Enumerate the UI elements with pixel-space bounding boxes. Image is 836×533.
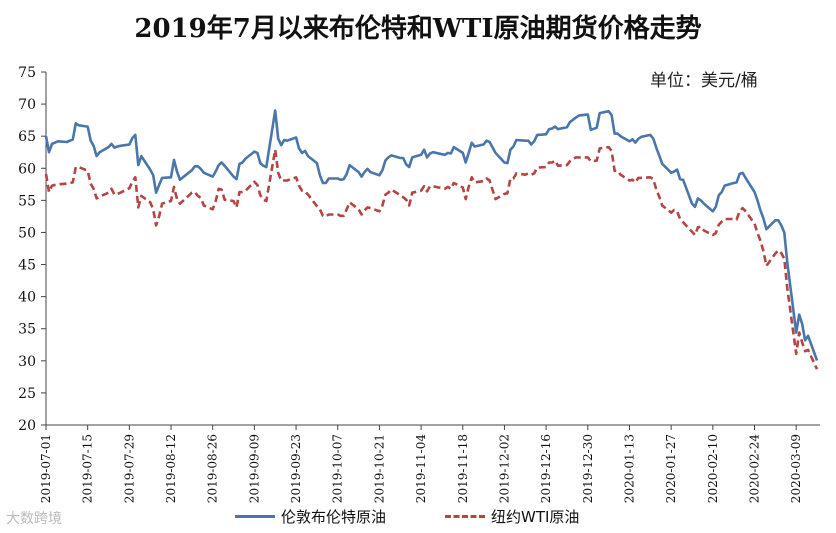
y-tick-label: 75	[18, 65, 36, 81]
x-tick-label: 2019-07-29	[122, 434, 136, 503]
y-tick-label: 25	[18, 386, 36, 402]
y-tick-label: 60	[18, 161, 36, 177]
y-tick-label: 50	[18, 225, 36, 241]
x-tick-label: 2019-12-02	[497, 434, 511, 503]
legend-item-wti: 纽约WTI原油	[445, 506, 579, 527]
x-tick-label: 2019-11-18	[456, 434, 470, 503]
series-line-wti	[44, 145, 819, 370]
x-tick-label: 2019-09-09	[247, 434, 261, 503]
y-tick-label: 70	[18, 97, 36, 113]
y-tick-label: 35	[18, 322, 36, 338]
legend-swatch-wti	[445, 515, 485, 518]
x-tick-label: 2019-10-07	[331, 434, 345, 503]
y-tick-label: 40	[18, 290, 36, 306]
legend-swatch-brent	[235, 515, 275, 518]
y-tick-label: 45	[18, 258, 36, 274]
x-tick-label: 2020-01-27	[664, 434, 678, 503]
y-tick-label: 30	[18, 354, 36, 370]
x-tick-label: 2019-07-15	[81, 434, 95, 503]
legend-item-brent: 伦敦布伦特原油	[235, 506, 386, 527]
x-tick-label: 2019-08-12	[164, 434, 178, 503]
x-tick-label: 2020-03-09	[789, 434, 803, 503]
x-tick-label: 2019-08-26	[206, 434, 220, 503]
x-tick-label: 2020-01-13	[622, 434, 636, 503]
watermark: 大数跨境	[6, 511, 62, 527]
x-tick-label: 2020-02-10	[706, 434, 720, 503]
y-tick-label: 55	[18, 193, 36, 209]
y-tick-label: 65	[18, 129, 36, 145]
x-tick-label: 2019-10-21	[372, 434, 386, 503]
x-tick-label: 2019-07-01	[39, 434, 53, 503]
chart-title: 2019年7月以来布伦特和WTI原油期货价格走势	[134, 14, 702, 44]
series-line-brent	[44, 109, 819, 361]
x-tick-label: 2019-11-04	[414, 434, 428, 504]
legend-label-wti: 纽约WTI原油	[491, 508, 580, 526]
legend-label-brent: 伦敦布伦特原油	[281, 508, 387, 526]
x-tick-label: 2019-09-23	[289, 434, 303, 503]
x-tick-label: 2020-02-24	[748, 434, 762, 504]
unit-label: 单位：美元/桶	[650, 71, 758, 91]
y-tick-label: 20	[18, 418, 36, 434]
x-tick-label: 2019-12-16	[539, 434, 553, 503]
x-tick-label: 2019-12-30	[581, 434, 595, 503]
